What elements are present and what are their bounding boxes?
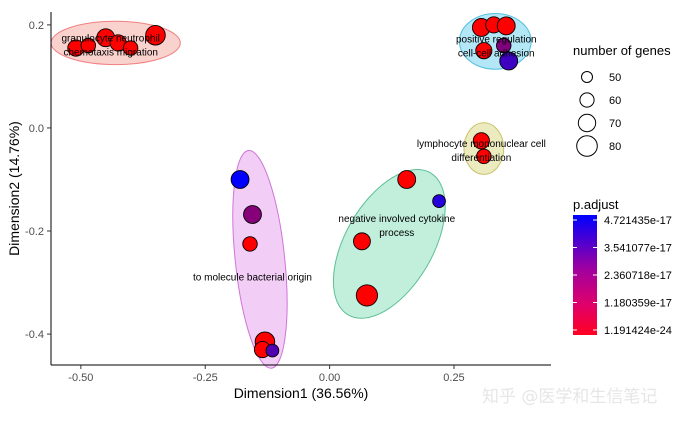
data-points [67,16,519,359]
color-legend-label: 1.191424e-24 [604,325,672,337]
y-tick-label: 0.2 [29,20,44,32]
data-point [243,205,262,224]
y-tick-label: -0.4 [25,329,44,341]
cluster-label: differentiation [451,153,511,164]
watermark: 知乎 @医学和生信笔记 [482,387,657,407]
data-point [475,42,493,60]
size-legend-key [581,71,593,83]
size-legend-label: 80 [609,141,621,153]
data-point [242,236,258,252]
cluster-label: positive regulation [456,35,537,46]
cluster-label: negative involved cytokine [338,214,455,225]
size-legend-label: 60 [609,95,621,107]
color-legend-label: 2.360718e-17 [604,270,672,282]
size-legend-title: number of genes [573,43,671,58]
y-tick-label: 0.0 [29,123,44,135]
data-point [80,37,97,54]
x-tick-label: 0.00 [319,372,340,384]
data-point [499,51,519,71]
size-legend-key [579,92,595,108]
legends: number of genes 50 60 70 80 p.adjust 4.721435e… [573,43,672,337]
color-legend-label: 1.180359e-17 [604,298,672,310]
data-point [230,170,250,189]
data-point [265,343,280,358]
data-point [496,37,512,54]
y-axis-title: Dimension2 (14.76%) [6,121,22,256]
data-point [122,40,139,56]
x-tick-label: -0.50 [68,372,93,384]
data-point [472,132,490,150]
axes: -0.50 -0.25 0.00 0.25 0.2 0.0 -0.2 -0.4 Dimensio… [6,12,551,401]
cluster-label: chemotaxis migration [63,47,157,58]
color-legend-title: p.adjust [573,197,619,212]
data-point [145,24,166,46]
data-point [496,16,516,36]
x-axis-title: Dimension1 (36.56%) [234,385,369,401]
cluster-label: lymphocyte mononuclear cell [417,139,546,150]
cluster-label: process [379,228,414,239]
cluster-label: cell-cell adhesion [458,49,535,60]
size-legend-key [577,113,597,133]
data-point [355,284,379,307]
size-legend-label: 70 [609,118,621,130]
cluster-ellipse [332,169,446,319]
color-legend-label: 3.541077e-17 [604,243,672,255]
cluster-label: to molecule bacterial origin [193,272,312,283]
y-tick-label: -0.2 [25,226,44,238]
size-legend-key [576,135,598,157]
size-legend-label: 50 [609,72,621,84]
x-tick-label: -0.25 [193,372,218,384]
cluster-ellipse [232,149,288,369]
cluster-ellipses [50,13,532,369]
cluster-label: granulocyte neutrophil [61,33,159,44]
data-point [476,148,492,164]
data-point [397,170,417,189]
data-point [353,232,371,251]
data-point [432,194,446,208]
cluster-labels: granulocyte neutrophil chemotaxis migrati… [61,33,545,283]
x-tick-label: 0.25 [443,372,464,384]
color-legend-label: 4.721435e-17 [604,215,672,227]
